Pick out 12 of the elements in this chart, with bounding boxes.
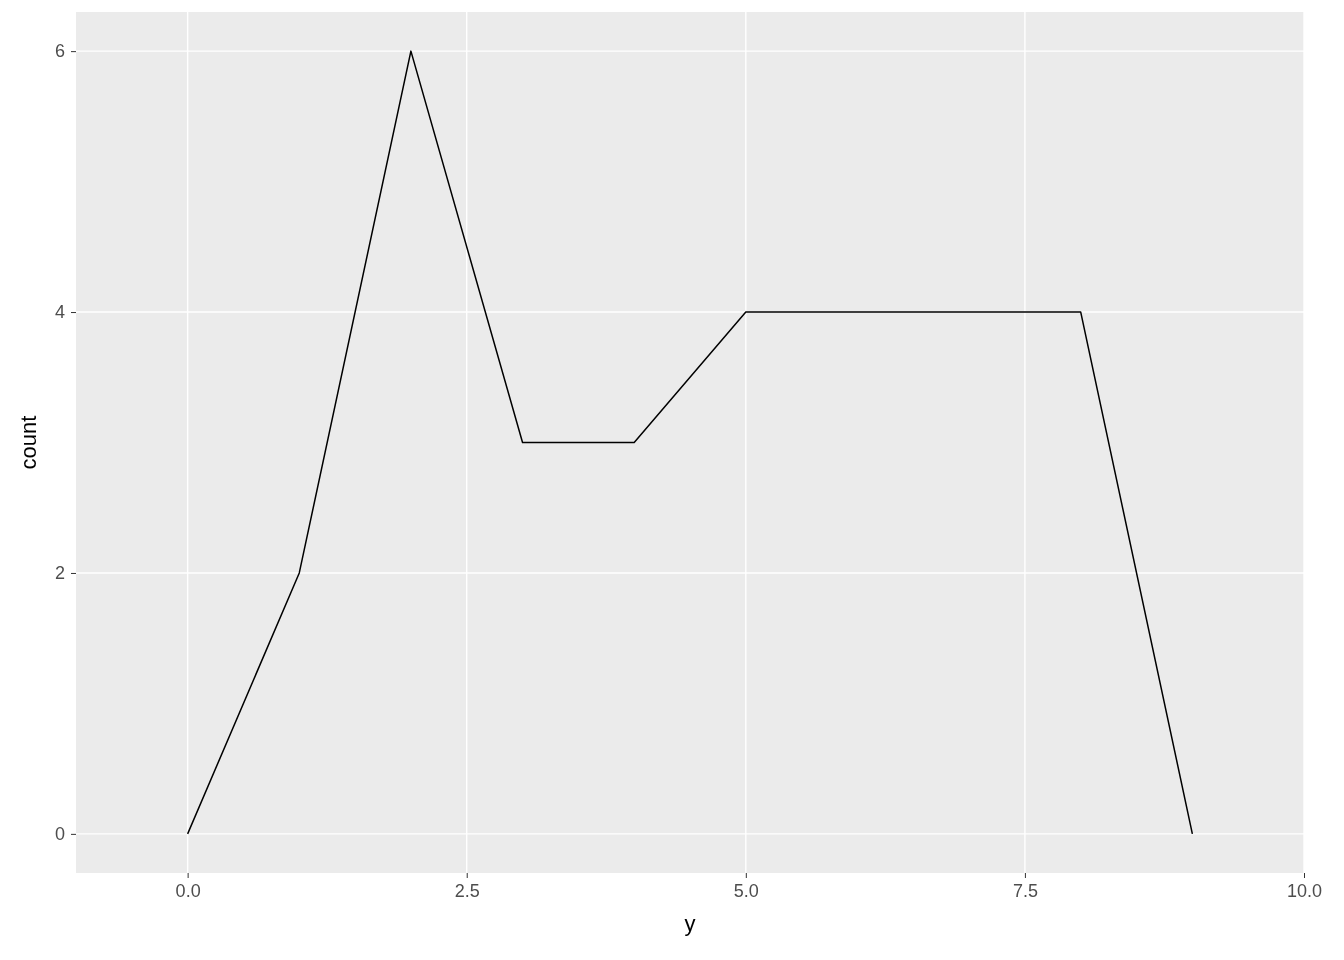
x-tick-label: 10.0	[1286, 880, 1323, 901]
line-series	[186, 50, 1194, 835]
y-axis-title: count	[16, 415, 41, 470]
x-tick-label: 7.5	[1012, 880, 1038, 901]
y-tick-label: 0	[54, 824, 65, 845]
x-tick-label: 0.0	[175, 880, 201, 901]
y-tick-label: 2	[54, 563, 65, 584]
x-tick-label: 2.5	[454, 880, 480, 901]
y-tick-label: 4	[54, 302, 65, 323]
y-tick-label: 6	[54, 41, 65, 62]
x-axis-title: y	[684, 911, 696, 936]
x-tick-label: 5.0	[733, 880, 759, 901]
